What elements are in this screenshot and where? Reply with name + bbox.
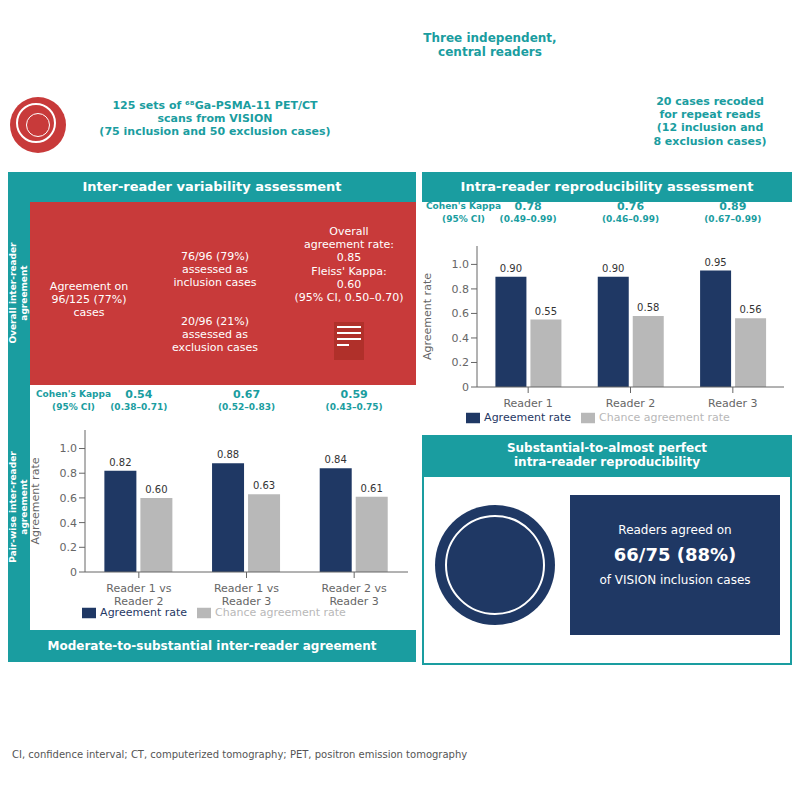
svg-text:Agreement rate: Agreement rate — [422, 273, 434, 360]
html-text:0.59: 0.59 — [340, 388, 368, 401]
svg-text:0: 0 — [70, 566, 77, 579]
html-text:(0.49–0.99): (0.49–0.99) — [499, 214, 557, 224]
html-text:Cohen's Kappa (95% CI): Cohen's Kappa (95% CI) — [426, 201, 501, 224]
html-text:20/96 (21%) assessed as exclus: 20/96 (21%) assessed as exclusion cases — [172, 315, 258, 355]
html-text:(0.46–0.99): (0.46–0.99) — [601, 214, 660, 224]
svg-text:Reader 2 vsReader 3: Reader 2 vsReader 3 — [322, 582, 387, 608]
svg-text:Reader 2: Reader 2 — [606, 397, 655, 410]
svg-text:0.60: 0.60 — [145, 484, 167, 495]
svg-text:0.55: 0.55 — [535, 306, 557, 317]
html-text:Three independent, central rea: Three independent, central readers — [423, 30, 557, 59]
svg-text:Reader 1 vsReader 3: Reader 1 vsReader 3 — [214, 582, 279, 608]
html-text:Inter-reader variability asses: Inter-reader variability assessment — [82, 179, 342, 195]
html-text:Readers agreed on: Readers agreed on — [618, 522, 732, 537]
html-text:125 sets of ⁶⁸Ga-PSMA-11 PET/C: 125 sets of ⁶⁸Ga-PSMA-11 PET/CT scans fr… — [99, 99, 331, 139]
html-text:20 cases recoded for repeat re: 20 cases recoded for repeat reads (12 in… — [653, 94, 767, 148]
html-text:0.54: 0.54 — [125, 388, 153, 401]
svg-text:1.0: 1.0 — [452, 258, 470, 271]
svg-text:0.82: 0.82 — [109, 457, 131, 468]
html-text:Overall agreement rate: 0.85 F: Overall agreement rate: 0.85 Fleiss' Kap… — [294, 225, 404, 305]
svg-text:0.8: 0.8 — [60, 467, 78, 480]
html-text:CI, confidence interval; CT, c: CI, confidence interval; CT, computerize… — [12, 749, 468, 760]
svg-text:0.4: 0.4 — [452, 332, 470, 345]
html-text:Agreement rate: Agreement rate — [100, 606, 187, 619]
html-text:66/75 (88%): 66/75 (88%) — [613, 544, 737, 566]
html-text:Overall inter-reader agreement: Overall inter-reader agreement — [8, 242, 29, 344]
html-text:0.78: 0.78 — [514, 200, 542, 213]
html-text:Cohen's Kappa (95% CI): Cohen's Kappa (95% CI) — [36, 389, 111, 412]
html-text:Moderate-to-substantial inter-: Moderate-to-substantial inter-reader agr… — [47, 638, 377, 653]
svg-text:0.90: 0.90 — [500, 263, 522, 274]
html-text:Agreement rate: Agreement rate — [484, 411, 571, 424]
html-text:Chance agreement rate: Chance agreement rate — [599, 411, 730, 424]
html-text:Chance agreement rate: Chance agreement rate — [215, 606, 346, 619]
svg-text:0: 0 — [462, 381, 469, 394]
html-text:0.67: 0.67 — [232, 388, 261, 401]
svg-text:0.2: 0.2 — [452, 356, 470, 369]
svg-text:0.88: 0.88 — [217, 449, 239, 460]
svg-text:0.84: 0.84 — [325, 454, 347, 465]
svg-text:1.0: 1.0 — [60, 442, 78, 455]
svg-text:0.4: 0.4 — [60, 517, 78, 530]
html-text:0.76: 0.76 — [616, 200, 645, 213]
svg-text:Reader 1 vsReader 2: Reader 1 vsReader 2 — [106, 582, 171, 608]
svg-text:Agreement rate: Agreement rate — [30, 457, 42, 544]
svg-text:0.2: 0.2 — [60, 541, 78, 554]
svg-text:0.61: 0.61 — [361, 483, 383, 494]
html-text:(0.67–0.99): (0.67–0.99) — [704, 214, 762, 224]
svg-text:0.95: 0.95 — [704, 257, 726, 268]
html-text:76/96 (79%) assessed as inclus: 76/96 (79%) assessed as inclusion cases — [173, 250, 257, 290]
html-text:(0.38–0.71): (0.38–0.71) — [110, 402, 168, 412]
svg-text:0.8: 0.8 — [452, 283, 470, 296]
svg-text:0.6: 0.6 — [60, 492, 78, 505]
html-text:Agreement on 96/125 (77%) case: Agreement on 96/125 (77%) cases — [49, 280, 129, 320]
svg-text:0.90: 0.90 — [602, 263, 624, 274]
svg-text:0.6: 0.6 — [452, 307, 470, 320]
html-text:Pair-wise inter-reader agreeme: Pair-wise inter-reader agreement — [8, 451, 29, 563]
html-text:Substantial-to-almost perfect: Substantial-to-almost perfect intra-read… — [506, 440, 708, 469]
svg-text:0.58: 0.58 — [637, 302, 659, 313]
html-text:(0.43–0.75): (0.43–0.75) — [325, 402, 383, 412]
html-text:0.89: 0.89 — [719, 200, 747, 213]
svg-text:Reader 1: Reader 1 — [503, 397, 552, 410]
html-text:of VISION inclusion cases: of VISION inclusion cases — [599, 572, 751, 587]
svg-text:0.56: 0.56 — [739, 304, 761, 315]
svg-text:0.63: 0.63 — [253, 480, 275, 491]
html-text:Intra-reader reproducibility a: Intra-reader reproducibility assessment — [460, 179, 754, 195]
html-text:(0.52–0.83): (0.52–0.83) — [217, 402, 276, 412]
svg-text:Reader 3: Reader 3 — [708, 397, 757, 410]
